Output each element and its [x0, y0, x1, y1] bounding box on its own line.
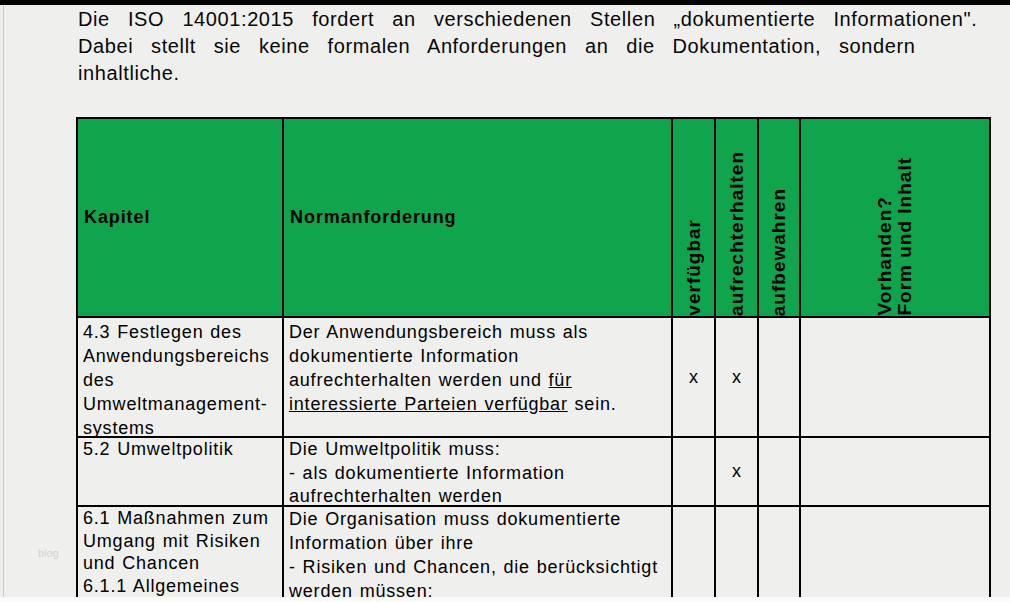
- norm-text: Der Anwendungsbereich muss als dokumenti…: [289, 322, 588, 390]
- header-kapitel: Kapitel: [78, 119, 282, 316]
- window-bottom-edge: [0, 597, 1010, 602]
- header-aufbewahren-label: aufbewahren: [769, 188, 789, 316]
- header-kapitel-label: Kapitel: [84, 207, 150, 228]
- intro-paragraph: Die ISO 14001:2015 fordert an verschiede…: [78, 6, 977, 87]
- norm-text: sein.: [568, 394, 617, 414]
- cell-aufrechterhalten: x: [716, 438, 757, 505]
- header-aufbewahren: aufbewahren: [759, 119, 799, 316]
- cell-verfuegbar: [673, 438, 714, 505]
- cell-normanforderung: Die Organisation muss dokumentierte Info…: [284, 507, 671, 602]
- header-vorhanden: Vorhanden? Form und Inhalt: [801, 119, 989, 316]
- window-top-border: [0, 0, 1010, 5]
- cell-aufbewahren: [759, 507, 799, 602]
- cell-vorhanden: [801, 507, 989, 602]
- header-aufrechterhalten: aufrechterhalten: [716, 119, 757, 316]
- intro-line: inhaltliche.: [78, 60, 977, 87]
- cell-verfuegbar: x: [673, 318, 714, 436]
- intro-line: Die ISO 14001:2015 fordert an verschiede…: [78, 6, 977, 33]
- cell-normanforderung: Der Anwendungsbereich muss als dokumenti…: [284, 318, 671, 436]
- intro-line: Dabei stellt sie keine formalen Anforder…: [78, 33, 977, 60]
- cell-normanforderung: Die Umweltpolitik muss: - als dokumentie…: [284, 438, 671, 505]
- cell-aufrechterhalten: x: [716, 318, 757, 436]
- header-verfuegbar-label: verfügbar: [684, 219, 704, 316]
- header-normanforderung-label: Normanforderung: [290, 207, 457, 228]
- cell-aufbewahren: [759, 438, 799, 505]
- cell-vorhanden: [801, 438, 989, 505]
- cell-kapitel: 6.1 Maßnahmen zum Umgang mit Risiken und…: [78, 507, 282, 602]
- cell-kapitel: 4.3 Festlegen des Anwendungsbereichs des…: [78, 318, 282, 436]
- cell-aufrechterhalten: [716, 507, 757, 602]
- blog-watermark: blog: [38, 547, 59, 559]
- iso-documentation-table: Kapitel Normanforderung verfügbar aufrec…: [76, 117, 991, 602]
- page-left-edge: [3, 5, 4, 602]
- cell-verfuegbar: [673, 507, 714, 602]
- header-verfuegbar: verfügbar: [673, 119, 714, 316]
- cell-aufbewahren: [759, 318, 799, 436]
- header-vorhanden-label: Vorhanden? Form und Inhalt: [875, 157, 915, 316]
- cell-kapitel: 5.2 Umweltpolitik: [78, 438, 282, 505]
- header-aufrechterhalten-label: aufrechterhalten: [727, 151, 747, 316]
- cell-vorhanden: [801, 318, 989, 436]
- header-normanforderung: Normanforderung: [284, 119, 671, 316]
